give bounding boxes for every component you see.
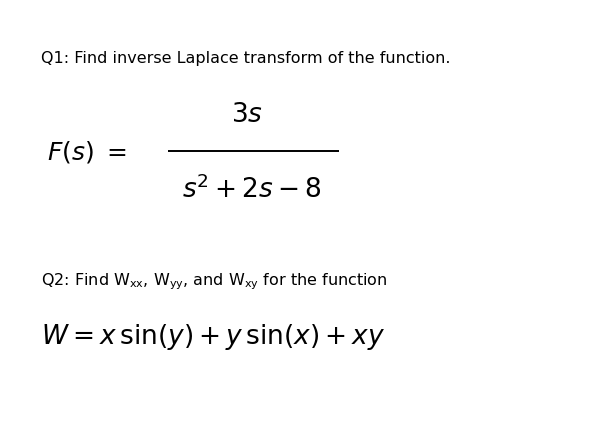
Text: $W = x\,\sin(y) + y\,\sin(x) + xy$: $W = x\,\sin(y) + y\,\sin(x) + xy$ [41,322,386,351]
Text: Q1: Find inverse Laplace transform of the function.: Q1: Find inverse Laplace transform of th… [41,51,451,66]
Text: Q2: Find $\mathrm{W}_{\mathrm{xx}}$, $\mathrm{W}_{\mathrm{yy}}$, and $\mathrm{W}: Q2: Find $\mathrm{W}_{\mathrm{xx}}$, $\m… [41,271,388,291]
Text: $\mathit{F}(\mathit{s})\ =$: $\mathit{F}(\mathit{s})\ =$ [47,138,127,164]
Text: $\mathit{s}^2 + 2\mathit{s} - 8$: $\mathit{s}^2 + 2\mathit{s} - 8$ [182,176,322,204]
Text: $3\mathit{s}$: $3\mathit{s}$ [231,102,263,128]
